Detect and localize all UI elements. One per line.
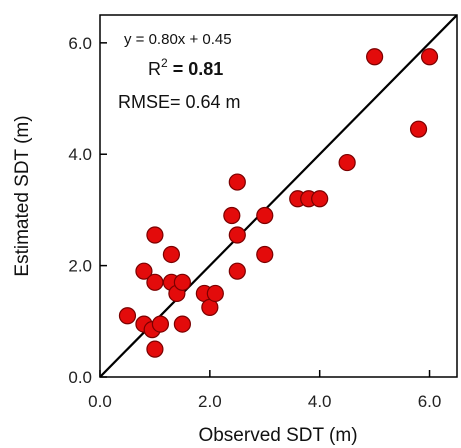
x-tick-label-3: 4.0	[308, 392, 332, 411]
data-point-3	[135, 262, 153, 280]
y-tick-label-3: 4.0	[68, 145, 92, 164]
data-point-10	[162, 245, 180, 264]
plot-frame	[99, 14, 458, 378]
y-tick-label-4: 6.0	[68, 34, 92, 53]
data-point-27	[366, 48, 384, 66]
y-tick-label-1: 0.0	[68, 368, 92, 387]
data-point-7	[146, 226, 164, 244]
x-tick-label-4: 6.0	[418, 392, 442, 411]
y-axis-title: Estimated SDT (m)	[12, 115, 33, 276]
data-point-28	[409, 120, 428, 138]
data-point-1	[118, 307, 137, 325]
annotation-r2-value: = 0.81	[168, 59, 224, 79]
data-point-12	[173, 273, 191, 291]
data-point-21	[256, 206, 274, 225]
data-point-13	[173, 315, 191, 333]
annotation-r2: R2 = 0.81	[148, 56, 223, 79]
x-axis-title: Observed SDT (m)	[198, 425, 357, 446]
data-point-17	[223, 206, 241, 225]
data-point-18	[228, 226, 246, 244]
data-point-20	[228, 262, 246, 280]
annotation-equation: y = 0.80x + 0.45	[124, 31, 232, 48]
x-tick-label-2: 2.0	[198, 392, 222, 411]
data-point-16	[206, 284, 224, 303]
data-point-26	[338, 153, 356, 172]
data-point-22	[256, 245, 274, 264]
data-point-6	[146, 273, 164, 291]
data-point-29	[420, 48, 439, 66]
annotation-rmse: RMSE= 0.64 m	[118, 92, 241, 112]
data-point-8	[151, 315, 170, 333]
y-tick-label-2: 2.0	[68, 257, 92, 276]
data-point-19	[228, 173, 246, 191]
annotation-r2-prefix: R	[148, 59, 161, 79]
data-point-5	[146, 340, 164, 358]
x-tick-label-1: 0.0	[88, 392, 112, 411]
annotation-r2-sup: 2	[161, 56, 168, 70]
data-point-25	[311, 190, 329, 208]
